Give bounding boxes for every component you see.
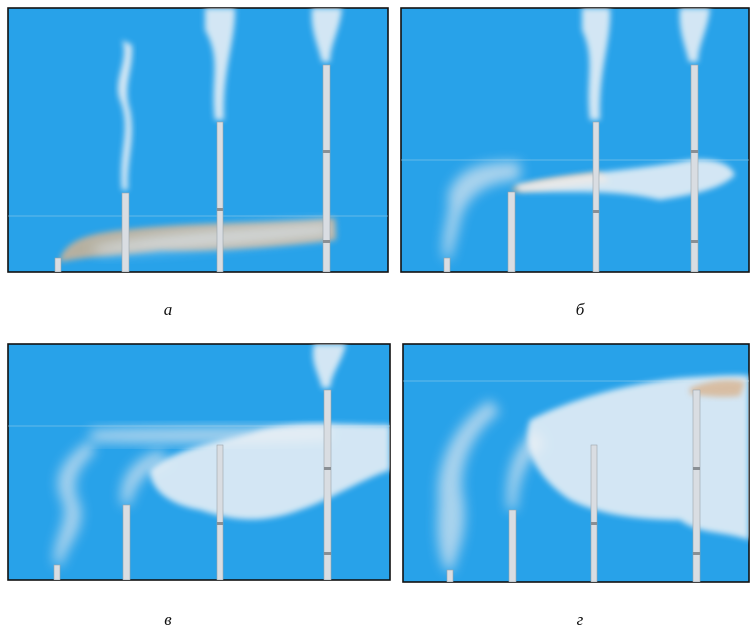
chimney-band: [691, 150, 698, 153]
chimney-band: [691, 240, 698, 243]
panel-label: а: [164, 300, 173, 319]
panel-g: [403, 344, 749, 582]
panel-v: [8, 344, 390, 580]
chimney-band: [591, 522, 597, 525]
chimney-band: [324, 552, 331, 555]
chimney: [509, 510, 516, 582]
chimney: [122, 193, 129, 272]
figure: а б в г: [0, 0, 750, 628]
chimney-band: [323, 240, 330, 243]
panel-label: в: [164, 610, 172, 628]
chimney: [55, 258, 61, 272]
chimney: [444, 258, 450, 272]
panel-label: г: [577, 610, 584, 628]
chimney: [217, 122, 223, 272]
panel-label: б: [576, 300, 585, 319]
chimney: [123, 505, 130, 580]
chimney-band: [323, 150, 330, 153]
chimney: [324, 390, 331, 580]
chimney: [447, 570, 453, 582]
chimney: [591, 445, 597, 582]
chimney: [508, 192, 515, 272]
chimney: [54, 565, 60, 580]
panel-a: [8, 8, 388, 272]
chimney-band: [324, 467, 331, 470]
chimney-band: [693, 552, 700, 555]
chimney-band: [593, 210, 599, 213]
chimney-band: [217, 522, 223, 525]
chimney: [593, 122, 599, 272]
panel-b: [401, 8, 749, 272]
chimney-band: [693, 467, 700, 470]
chimney: [217, 445, 223, 580]
chimney-band: [217, 208, 223, 211]
